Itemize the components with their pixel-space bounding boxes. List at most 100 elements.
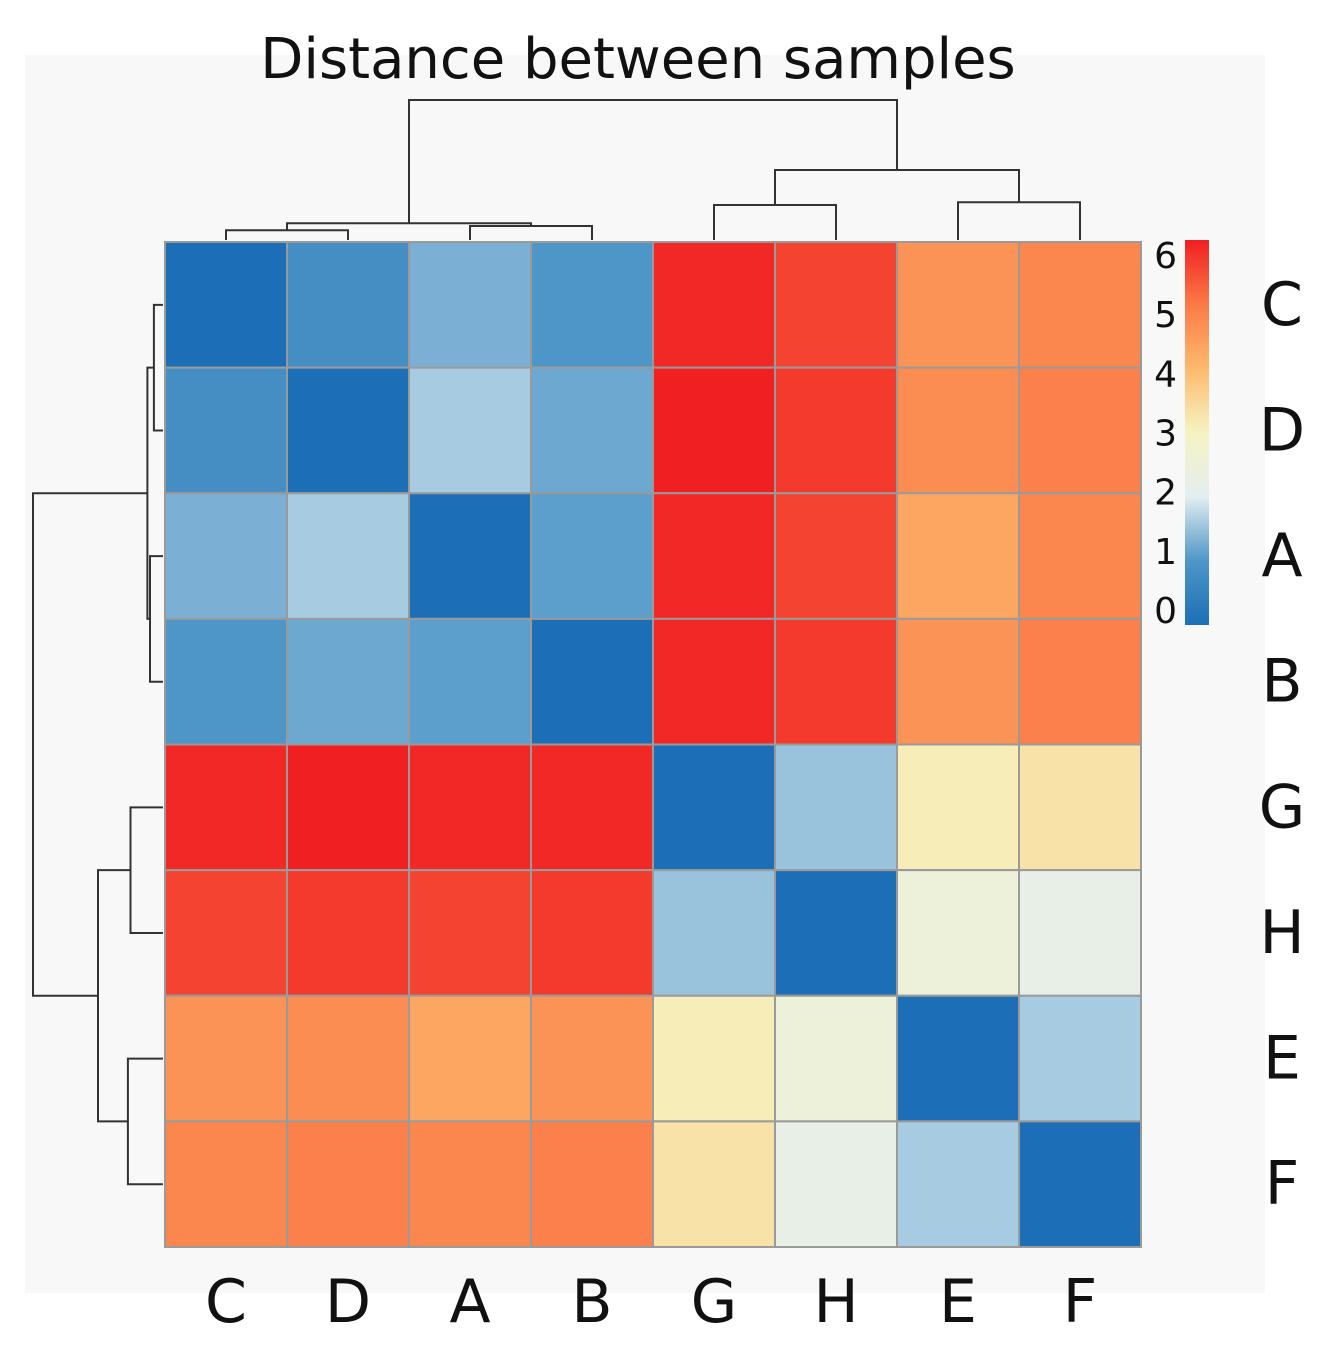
heatmap-cell-C-G bbox=[652, 241, 776, 369]
heatmap-cell-D-E bbox=[896, 366, 1020, 495]
heatmap-cell-G-A bbox=[408, 743, 532, 872]
heatmap-cell-D-G bbox=[652, 366, 776, 495]
legend-tick-5: 5 bbox=[1154, 295, 1177, 336]
legend-tick-6: 6 bbox=[1154, 236, 1177, 277]
heatmap-cell-C-E bbox=[896, 241, 1020, 369]
heatmap-cell-A-E bbox=[896, 492, 1020, 620]
column-dendrogram-branch-A-B bbox=[469, 225, 593, 240]
column-dendrogram-branch-C-D bbox=[225, 229, 349, 240]
heatmap-cell-F-G bbox=[652, 1120, 776, 1248]
column-label-E: E bbox=[939, 1267, 977, 1337]
heatmap-cell-E-G bbox=[652, 994, 776, 1123]
chart-title: Distance between samples bbox=[260, 27, 1015, 92]
heatmap-cell-E-E bbox=[896, 994, 1020, 1123]
heatmap-cell-F-C bbox=[164, 1120, 288, 1248]
legend-tick-2: 2 bbox=[1154, 473, 1177, 514]
row-dendrogram-branch-CDAB-GHEF bbox=[32, 492, 148, 997]
legend-tick-4: 4 bbox=[1154, 354, 1177, 395]
row-dendrogram-branch-G-H bbox=[129, 806, 163, 934]
heatmap-cells bbox=[164, 241, 1142, 1248]
column-label-D: D bbox=[325, 1267, 371, 1337]
row-dendrogram-branch-A-B bbox=[149, 555, 163, 683]
heatmap-cell-C-C bbox=[164, 241, 288, 369]
column-dendrogram-branch-CDAB-GHEF bbox=[408, 99, 898, 224]
heatmap-cell-G-B bbox=[530, 743, 654, 872]
heatmap-cell-H-E bbox=[896, 869, 1020, 997]
heatmap-cell-F-H bbox=[774, 1120, 898, 1248]
legend-tick-1: 1 bbox=[1154, 532, 1177, 573]
row-label-E: E bbox=[1263, 1024, 1301, 1094]
heatmap-cell-H-G bbox=[652, 869, 776, 997]
column-label-H: H bbox=[813, 1267, 858, 1337]
heatmap-cell-B-B bbox=[530, 617, 654, 746]
column-label-F: F bbox=[1063, 1267, 1098, 1337]
column-label-B: B bbox=[571, 1267, 612, 1337]
heatmap-cell-H-A bbox=[408, 869, 532, 997]
row-label-D: D bbox=[1259, 395, 1305, 465]
heatmap-cell-C-F bbox=[1018, 241, 1142, 369]
heatmap-cell-G-H bbox=[774, 743, 898, 872]
heatmap-cell-D-D bbox=[286, 366, 410, 495]
heatmap-cell-G-E bbox=[896, 743, 1020, 872]
heatmap-cell-A-A bbox=[408, 492, 532, 620]
heatmap-cell-E-D bbox=[286, 994, 410, 1123]
row-label-G: G bbox=[1259, 772, 1306, 842]
row-dendrogram-branch-E-F bbox=[126, 1057, 163, 1186]
heatmap-cell-H-D bbox=[286, 869, 410, 997]
heatmap-cell-A-D bbox=[286, 492, 410, 620]
row-label-C: C bbox=[1261, 270, 1303, 340]
column-dendrogram-branch-G-H bbox=[713, 204, 837, 240]
column-dendrogram-branch-GH-EF bbox=[774, 169, 1020, 205]
heatmap-cell-F-A bbox=[408, 1120, 532, 1248]
heatmap-cell-D-B bbox=[530, 366, 654, 495]
column-label-G: G bbox=[691, 1267, 738, 1337]
color-legend: 0 1 2 3 4 5 6 bbox=[1154, 236, 1209, 632]
heatmap-cell-E-F bbox=[1018, 994, 1142, 1123]
heatmap-cell-G-D bbox=[286, 743, 410, 872]
heatmap-cell-C-H bbox=[774, 241, 898, 369]
heatmap-cell-H-C bbox=[164, 869, 288, 997]
heatmap-cell-F-E bbox=[896, 1120, 1020, 1248]
heatmap-cell-E-H bbox=[774, 994, 898, 1123]
heatmap-cell-B-F bbox=[1018, 617, 1142, 746]
heatmap-cell-E-B bbox=[530, 994, 654, 1123]
heatmap-cell-C-D bbox=[286, 241, 410, 369]
row-label-H: H bbox=[1259, 898, 1304, 968]
heatmap-cell-G-C bbox=[164, 743, 288, 872]
heatmap-cell-E-C bbox=[164, 994, 288, 1123]
heatmap-cell-B-A bbox=[408, 617, 532, 746]
heatmap-cell-B-G bbox=[652, 617, 776, 746]
legend-tick-0: 0 bbox=[1154, 591, 1177, 632]
row-label-F: F bbox=[1265, 1149, 1300, 1219]
heatmap-cell-B-C bbox=[164, 617, 288, 746]
heatmap-cell-G-F bbox=[1018, 743, 1142, 872]
heatmap-cell-H-B bbox=[530, 869, 654, 997]
heatmap-cell-F-F bbox=[1018, 1120, 1142, 1248]
heatmap-cell-A-F bbox=[1018, 492, 1142, 620]
heatmap-cell-A-B bbox=[530, 492, 654, 620]
heatmap-cell-F-D bbox=[286, 1120, 410, 1248]
heatmap-cell-C-B bbox=[530, 241, 654, 369]
heatmap-cell-G-G bbox=[652, 743, 776, 872]
column-dendrogram bbox=[225, 99, 1081, 240]
heatmap-cell-A-C bbox=[164, 492, 288, 620]
heatmap-cell-D-A bbox=[408, 366, 532, 495]
heatmap-cell-B-H bbox=[774, 617, 898, 746]
heatmap-cell-C-A bbox=[408, 241, 532, 369]
legend-color-bar bbox=[1185, 240, 1209, 625]
heatmap-cell-B-E bbox=[896, 617, 1020, 746]
column-label-A: A bbox=[449, 1267, 490, 1337]
row-label-B: B bbox=[1261, 647, 1302, 717]
heatmap-cell-D-F bbox=[1018, 366, 1142, 495]
row-dendrogram-branch-GH-EF bbox=[97, 869, 131, 1123]
row-dendrogram bbox=[32, 303, 163, 1186]
row-label-A: A bbox=[1261, 521, 1302, 591]
column-dendrogram-branch-E-F bbox=[957, 201, 1081, 240]
heatmap-cell-A-G bbox=[652, 492, 776, 620]
heatmap-cell-H-F bbox=[1018, 869, 1142, 997]
heatmap-cell-D-H bbox=[774, 366, 898, 495]
heatmap-cell-B-D bbox=[286, 617, 410, 746]
